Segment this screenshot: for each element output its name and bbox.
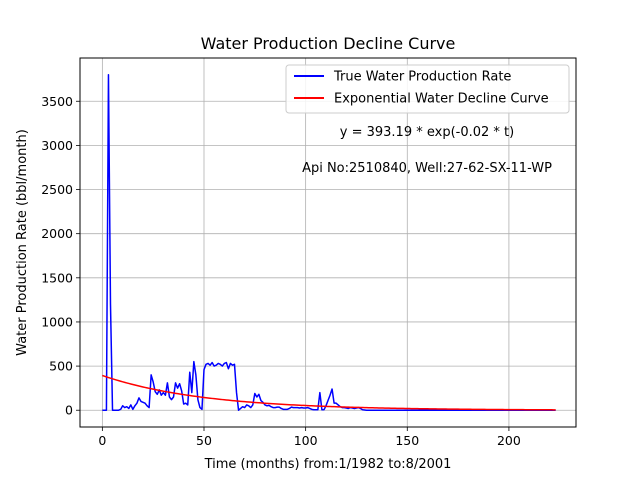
- y-axis-label: Water Production Rate (bbl/month): [15, 129, 30, 356]
- y-tick-label: 2000: [41, 226, 73, 241]
- x-tick-label: 200: [497, 433, 521, 448]
- y-tick-label: 1500: [41, 270, 73, 285]
- legend-box: [285, 64, 570, 114]
- plot-area: [102, 74, 556, 411]
- x-tick-label: 0: [98, 433, 106, 448]
- legend: True Water Production Rate Exponential W…: [285, 64, 570, 114]
- x-tick-label: 150: [395, 433, 419, 448]
- well-info-annotation: Api No:2510840, Well:27-62-SX-11-WP: [302, 161, 552, 176]
- x-axis-label: Time (months) from:1/1982 to:8/2001: [204, 457, 452, 472]
- x-tick-label: 100: [294, 433, 318, 448]
- series-line-true-water-rate: [102, 74, 556, 411]
- legend-label-true-rate: True Water Production Rate: [333, 70, 511, 85]
- y-tick-label: 0: [65, 403, 73, 418]
- grid-lines: [80, 58, 576, 427]
- y-tick-label: 3500: [41, 94, 73, 109]
- legend-label-decline-curve: Exponential Water Decline Curve: [334, 92, 549, 107]
- x-tick-label: 50: [196, 433, 212, 448]
- y-tick-label: 1000: [41, 314, 73, 329]
- y-tick-label: 500: [49, 359, 73, 374]
- y-tick-label: 2500: [41, 182, 73, 197]
- chart-title: Water Production Decline Curve: [201, 34, 456, 53]
- equation-annotation: y = 393.19 * exp(-0.02 * t): [340, 125, 514, 140]
- y-tick-label: 3000: [41, 138, 73, 153]
- series-line-exponential-decline: [102, 374, 556, 411]
- axes-frame: [79, 57, 577, 428]
